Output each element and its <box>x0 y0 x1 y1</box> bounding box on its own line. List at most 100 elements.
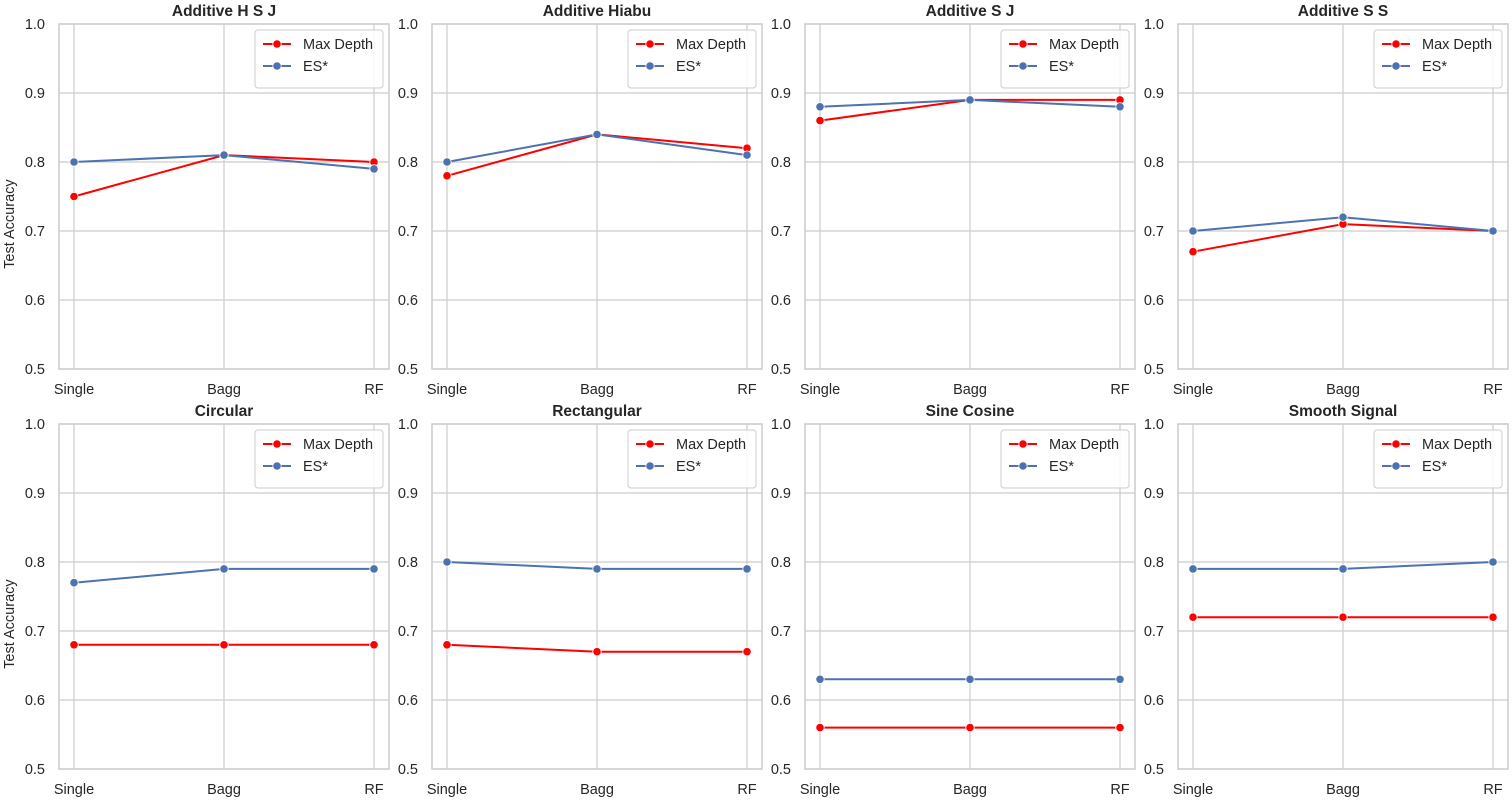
y-tick-label: 1.0 <box>25 17 45 33</box>
subplot-3: 0.5 0.6 0.7 0.8 0.9 1.0 Single Bagg RF Additive S… <box>771 3 1136 398</box>
plot-frame <box>1177 23 1509 370</box>
y-tick-label: 0.7 <box>398 624 418 640</box>
data-point <box>815 722 825 733</box>
data-point <box>1115 722 1125 733</box>
data-point <box>1338 564 1348 574</box>
y-tick-label: 1.0 <box>1144 417 1164 433</box>
legend-label: Max Depth <box>303 437 373 453</box>
legend-label: Max Depth <box>676 437 746 453</box>
data-point <box>442 171 452 181</box>
legend-label: ES* <box>303 59 328 75</box>
y-tick-label: 0.8 <box>771 555 791 571</box>
legend-swatch-marker <box>1018 61 1028 71</box>
plot-frame <box>804 423 1136 770</box>
data-point <box>965 95 975 105</box>
data-point <box>219 150 229 160</box>
y-tick-label: 0.7 <box>1144 224 1164 240</box>
data-point <box>1188 226 1198 236</box>
y-tick-label: 0.8 <box>25 555 45 571</box>
data-point <box>1115 102 1125 112</box>
y-tick-label: 0.9 <box>25 486 45 502</box>
data-point <box>1115 674 1125 684</box>
y-tick-label: 0.7 <box>398 224 418 240</box>
subplot-title: Smooth Signal <box>1289 403 1398 420</box>
data-point <box>1338 212 1348 222</box>
legend: Max Depth ES* <box>627 429 757 489</box>
legend-swatch-marker <box>645 461 655 471</box>
y-tick-label: 0.7 <box>771 624 791 640</box>
plot-frame <box>58 23 390 370</box>
y-axis-label: Test Accuracy <box>2 179 18 269</box>
y-tick-label: 0.6 <box>1144 293 1164 309</box>
data-point <box>965 722 975 733</box>
y-tick-label: 0.9 <box>398 486 418 502</box>
y-tick-label: 0.5 <box>25 762 45 778</box>
y-tick-label: 0.5 <box>25 362 45 378</box>
y-tick-label: 0.7 <box>25 224 45 240</box>
data-point <box>1188 564 1198 574</box>
plot-frame <box>58 423 390 770</box>
y-tick-label: 0.6 <box>25 293 45 309</box>
legend-swatch-marker <box>645 439 655 449</box>
data-point <box>442 640 452 650</box>
data-point <box>69 578 79 588</box>
data-point <box>592 564 602 574</box>
subplot-title: Circular <box>195 403 254 420</box>
x-tick-label: Single <box>1173 382 1213 398</box>
legend-swatch-marker <box>1391 461 1401 471</box>
y-tick-label: 1.0 <box>771 17 791 33</box>
y-tick-label: 0.9 <box>771 486 791 502</box>
data-point <box>69 640 79 650</box>
y-tick-label: 0.9 <box>25 86 45 102</box>
y-tick-label: 0.6 <box>771 693 791 709</box>
x-tick-label: Bagg <box>1326 382 1360 398</box>
y-tick-label: 0.8 <box>1144 155 1164 171</box>
x-tick-label: RF <box>737 382 756 398</box>
x-tick-label: Single <box>54 782 94 798</box>
legend: Max Depth ES* <box>1000 429 1130 489</box>
x-tick-label: Bagg <box>953 382 987 398</box>
data-point <box>1488 612 1498 622</box>
plot-frame <box>1177 423 1509 770</box>
x-tick-label: RF <box>1110 782 1129 798</box>
y-tick-label: 0.8 <box>1144 555 1164 571</box>
subplot-4: 0.5 0.6 0.7 0.8 0.9 1.0 Single Bagg RF Additive S… <box>1144 3 1509 398</box>
data-point <box>1188 612 1198 622</box>
y-tick-label: 0.5 <box>771 362 791 378</box>
x-tick-label: RF <box>364 782 383 798</box>
subplot-5: 0.5 0.6 0.7 0.8 0.9 1.0 Single Bagg RF Circular Te… <box>2 403 390 798</box>
data-point <box>815 102 825 112</box>
legend-swatch-marker <box>645 39 655 49</box>
legend-swatch-marker <box>272 61 282 71</box>
y-tick-label: 0.6 <box>771 293 791 309</box>
subplot-1: 0.5 0.6 0.7 0.8 0.9 1.0 Single Bagg RF Additive H… <box>2 3 390 398</box>
y-tick-label: 1.0 <box>1144 17 1164 33</box>
x-tick-label: RF <box>737 782 756 798</box>
y-tick-label: 0.9 <box>1144 486 1164 502</box>
subplot-title: Rectangular <box>552 403 642 420</box>
data-point <box>369 564 379 574</box>
data-point <box>1338 612 1348 622</box>
legend: Max Depth ES* <box>1373 29 1503 89</box>
y-tick-label: 0.9 <box>1144 86 1164 102</box>
subplot-title: Additive H S J <box>172 3 276 20</box>
x-tick-label: Bagg <box>953 782 987 798</box>
x-tick-label: RF <box>1483 382 1502 398</box>
legend: Max Depth ES* <box>254 29 384 89</box>
x-tick-label: RF <box>1110 382 1129 398</box>
x-tick-label: Single <box>1173 782 1213 798</box>
legend: Max Depth ES* <box>1373 429 1503 489</box>
x-tick-label: Single <box>427 782 467 798</box>
data-point <box>815 116 825 126</box>
x-tick-label: RF <box>364 382 383 398</box>
subplot-title: Additive S J <box>926 3 1015 20</box>
legend: Max Depth ES* <box>627 29 757 89</box>
y-tick-label: 1.0 <box>398 17 418 33</box>
data-point <box>1488 226 1498 236</box>
legend-label: Max Depth <box>1049 437 1119 453</box>
legend-label: ES* <box>303 459 328 475</box>
y-tick-label: 0.6 <box>398 693 418 709</box>
legend-label: Max Depth <box>1422 37 1492 53</box>
y-tick-label: 0.6 <box>1144 693 1164 709</box>
